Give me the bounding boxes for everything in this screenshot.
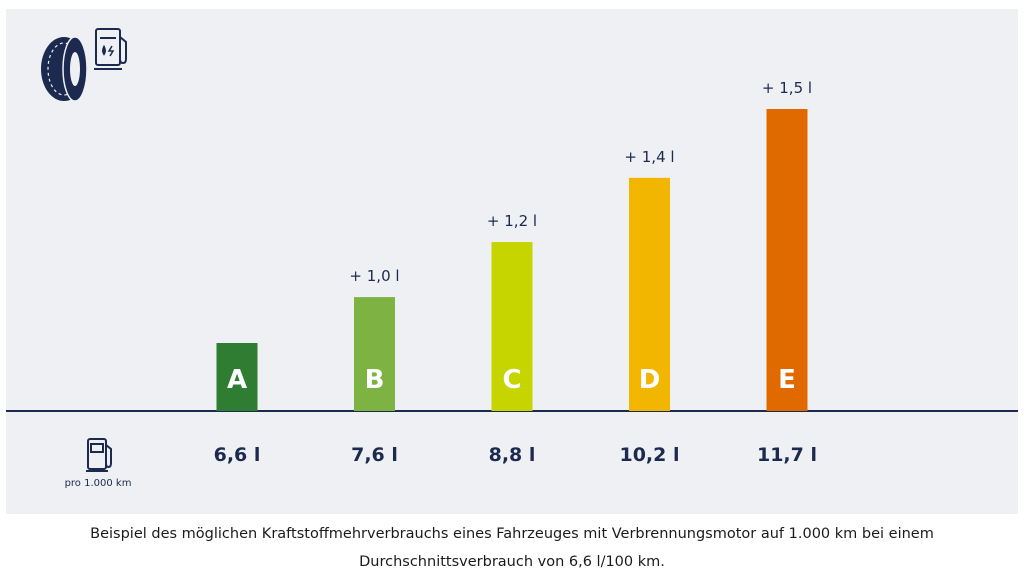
bar-letter-c: C — [502, 365, 521, 395]
fuel-pump-icon — [86, 438, 112, 472]
tire-icon — [41, 36, 88, 102]
value-label-d: 10,2 l — [619, 444, 679, 466]
bar-b — [354, 297, 395, 411]
delta-label-d: + 1,4 l — [624, 148, 674, 166]
value-label-a: 6,6 l — [214, 444, 261, 466]
bar-letter-a: A — [227, 365, 247, 395]
value-label-b: 7,6 l — [351, 444, 398, 466]
chart-svg: pro 1.000 km A 6,6 l B + 1,0 l 7,6 l C + 1,2 l… — [6, 28, 1018, 489]
bar-c — [491, 242, 533, 411]
delta-label-c: + 1,2 l — [487, 212, 537, 230]
caption-line-2: Durchschnittsverbrauch von 6,6 l/100 km. — [359, 554, 665, 570]
caption-line-1: Beispiel des möglichen Kraftstoffmehrver… — [90, 526, 934, 542]
delta-label-b: + 1,0 l — [349, 267, 399, 285]
chart-panel: pro 1.000 km A 6,6 l B + 1,0 l 7,6 l C + 1,2 l… — [6, 9, 1018, 514]
bar-letter-b: B — [365, 365, 385, 395]
chart-caption: Beispiel des möglichen Kraftstoffmehrver… — [0, 520, 1024, 576]
delta-label-e: + 1,5 l — [762, 79, 812, 97]
value-label-c: 8,8 l — [489, 444, 536, 466]
bar-e — [766, 109, 808, 411]
value-label-e: 11,7 l — [757, 444, 817, 466]
bar-a — [216, 343, 258, 411]
unit-note: pro 1.000 km — [65, 478, 132, 489]
bar-letter-e: E — [778, 365, 796, 395]
charging-pump-icon — [94, 28, 127, 70]
bar-letter-d: D — [639, 365, 661, 395]
bars-layer: A 6,6 l B + 1,0 l 7,6 l C + 1,2 l 8,8 l D + 1,4 l… — [214, 79, 817, 466]
bar-d — [629, 177, 670, 411]
